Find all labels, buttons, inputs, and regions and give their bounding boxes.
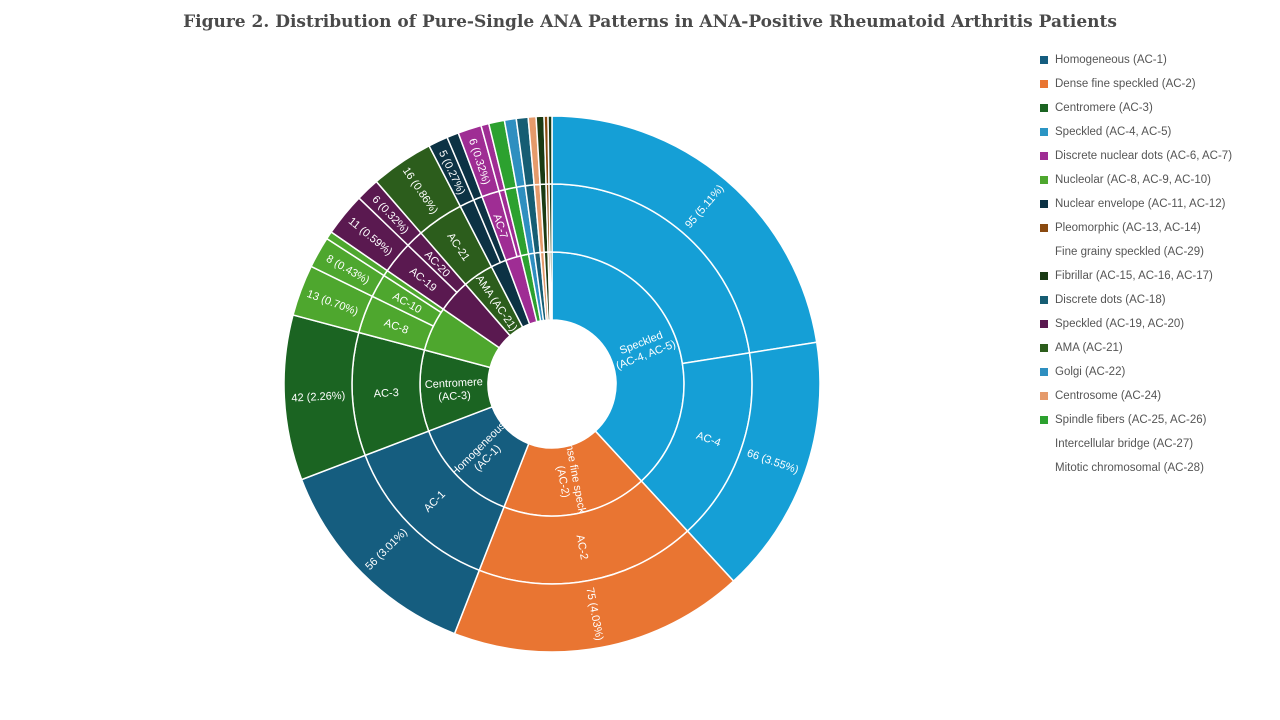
legend-label: Golgi (AC-22) <box>1055 366 1126 378</box>
chart-legend: Homogeneous (AC-1) Dense fine speckled (A… <box>1040 48 1275 480</box>
legend-label: Centrosome (AC-24) <box>1055 390 1162 402</box>
legend-label: Speckled (AC-19, AC-20) <box>1055 318 1185 330</box>
legend-item: Fibrillar (AC-15, AC-16, AC-17) <box>1040 264 1275 288</box>
ring-subpattern-15-0 <box>548 183 553 253</box>
legend-swatch <box>1040 80 1048 88</box>
ring-category-15 <box>549 251 553 321</box>
legend-label: Discrete dots (AC-18) <box>1055 294 1166 306</box>
legend-item: Discrete dots (AC-18) <box>1040 288 1275 312</box>
legend-swatch <box>1040 152 1048 160</box>
legend-item: Centrosome (AC-24) <box>1040 384 1275 408</box>
legend-swatch <box>1040 128 1048 136</box>
legend-label: Discrete nuclear dots (AC-6, AC-7) <box>1055 150 1233 162</box>
legend-item: Intercellular bridge (AC-27) <box>1040 432 1275 456</box>
legend-swatch <box>1040 344 1048 352</box>
legend-swatch <box>1040 176 1048 184</box>
legend-swatch <box>1040 296 1048 304</box>
legend-label: Fibrillar (AC-15, AC-16, AC-17) <box>1055 270 1213 282</box>
sunburst-chart: Speckled(AC-4, AC-5)95 (5.11%)AC-466 (3.… <box>283 115 821 653</box>
legend-label: Pleomorphic (AC-13, AC-14) <box>1055 222 1201 234</box>
legend-item: Nuclear envelope (AC-11, AC-12) <box>1040 192 1275 216</box>
legend-label: Mitotic chromosomal (AC-28) <box>1055 462 1204 474</box>
ring-subpattern-3-0-label: AC-3 <box>373 387 399 400</box>
legend-item: AMA (AC-21) <box>1040 336 1275 360</box>
legend-item: Mitotic chromosomal (AC-28) <box>1040 456 1275 480</box>
legend-item: Speckled (AC-19, AC-20) <box>1040 312 1275 336</box>
legend-item: Speckled (AC-4, AC-5) <box>1040 120 1275 144</box>
legend-label: Speckled (AC-4, AC-5) <box>1055 126 1172 138</box>
legend-swatch <box>1040 224 1048 232</box>
ring-category-3-label: Centromere(AC-3) <box>425 376 484 404</box>
legend-label: Fine grainy speckled (AC-29) <box>1055 246 1204 258</box>
legend-item: Centromere (AC-3) <box>1040 96 1275 120</box>
legend-swatch <box>1040 320 1048 328</box>
legend-label: Homogeneous (AC-1) <box>1055 54 1167 66</box>
legend-label: Intercellular bridge (AC-27) <box>1055 438 1194 450</box>
legend-swatch <box>1040 440 1048 448</box>
legend-label: AMA (AC-21) <box>1055 342 1123 354</box>
legend-swatch <box>1040 272 1048 280</box>
legend-swatch <box>1040 416 1048 424</box>
legend-swatch <box>1040 248 1048 256</box>
legend-swatch <box>1040 392 1048 400</box>
legend-label: Nuclear envelope (AC-11, AC-12) <box>1055 198 1226 210</box>
ring-value-3-0-label: 42 (2.26%) <box>291 390 345 405</box>
legend-swatch <box>1040 104 1048 112</box>
legend-item: Golgi (AC-22) <box>1040 360 1275 384</box>
legend-label: Dense fine speckled (AC-2) <box>1055 78 1196 90</box>
legend-item: Discrete nuclear dots (AC-6, AC-7) <box>1040 144 1275 168</box>
legend-item: Nucleolar (AC-8, AC-9, AC-10) <box>1040 168 1275 192</box>
legend-item: Pleomorphic (AC-13, AC-14) <box>1040 216 1275 240</box>
legend-item: Dense fine speckled (AC-2) <box>1040 72 1275 96</box>
ring-value-15-0 <box>547 115 553 185</box>
legend-item: Homogeneous (AC-1) <box>1040 48 1275 72</box>
legend-label: Spindle fibers (AC-25, AC-26) <box>1055 414 1207 426</box>
ring-subpattern-1-0-label: AC-2 <box>574 534 590 561</box>
legend-label: Nucleolar (AC-8, AC-9, AC-10) <box>1055 174 1211 186</box>
chart-title: Figure 2. Distribution of Pure-Single AN… <box>183 12 1117 32</box>
legend-swatch <box>1040 56 1048 64</box>
legend-item: Spindle fibers (AC-25, AC-26) <box>1040 408 1275 432</box>
legend-swatch <box>1040 368 1048 376</box>
legend-swatch <box>1040 200 1048 208</box>
legend-swatch <box>1040 464 1048 472</box>
legend-item: Fine grainy speckled (AC-29) <box>1040 240 1275 264</box>
legend-label: Centromere (AC-3) <box>1055 102 1153 114</box>
